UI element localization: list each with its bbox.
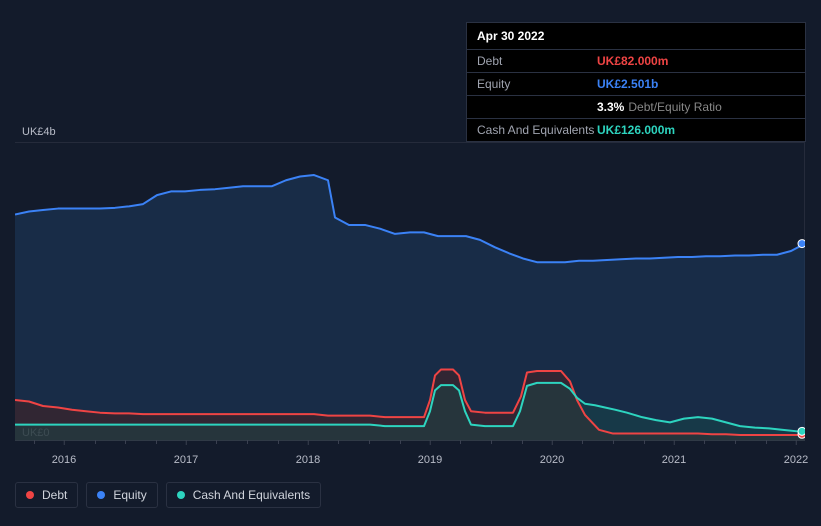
tooltip-label: Cash And Equivalents <box>477 123 597 137</box>
x-axis-tick: 2016 <box>52 454 76 466</box>
x-axis-minor-tick <box>34 440 35 444</box>
x-axis-minor-tick <box>338 440 339 444</box>
x-axis-minor-tick <box>278 440 279 444</box>
x-axis-minor-tick <box>247 440 248 444</box>
tooltip-panel: Apr 30 2022 DebtUK£82.000mEquityUK£2.501… <box>466 22 806 142</box>
tooltip-label <box>477 100 597 114</box>
chart-plot-area <box>15 142 805 440</box>
x-axis-minor-tick <box>400 440 401 444</box>
equity-area <box>15 175 805 441</box>
x-axis-minor-tick <box>156 440 157 444</box>
legend-label: Debt <box>42 488 67 502</box>
tooltip-ratio-label: Debt/Equity Ratio <box>628 100 721 114</box>
legend-item[interactable]: Cash And Equivalents <box>166 482 321 508</box>
equity-marker <box>798 240 805 248</box>
x-axis-minor-tick <box>491 440 492 444</box>
legend-dot <box>97 491 105 499</box>
legend-item[interactable]: Equity <box>86 482 157 508</box>
x-axis-tick: 2017 <box>174 454 198 466</box>
tooltip-value: UK£126.000m <box>597 123 675 137</box>
tooltip-row: DebtUK£82.000m <box>467 50 805 73</box>
chart-svg <box>15 143 805 441</box>
tooltip-row: Cash And EquivalentsUK£126.000m <box>467 119 805 141</box>
x-axis-minor-tick <box>460 440 461 444</box>
tooltip-label: Equity <box>477 77 597 91</box>
x-axis-minor-tick <box>613 440 614 444</box>
x-axis-tick: 2018 <box>296 454 320 466</box>
legend-dot <box>177 491 185 499</box>
x-axis-minor-tick <box>125 440 126 444</box>
legend-item[interactable]: Debt <box>15 482 78 508</box>
x-axis-tick: 2019 <box>418 454 442 466</box>
x-axis-minor-tick <box>369 440 370 444</box>
legend: Debt Equity Cash And Equivalents <box>15 482 321 508</box>
x-axis-minor-tick <box>644 440 645 444</box>
legend-label: Equity <box>113 488 146 502</box>
tooltip-row: 3.3% Debt/Equity Ratio <box>467 96 805 119</box>
tooltip-value: 3.3% <box>597 100 624 114</box>
x-axis-minor-tick <box>95 440 96 444</box>
tooltip-label: Debt <box>477 54 597 68</box>
x-axis-tick: 2020 <box>540 454 564 466</box>
x-axis-minor-tick <box>522 440 523 444</box>
x-axis: 2016 2017 2018 2019 2020 2021 2022 <box>15 440 805 470</box>
x-axis-minor-tick <box>766 440 767 444</box>
tooltip-row: EquityUK£2.501b <box>467 73 805 96</box>
legend-label: Cash And Equivalents <box>193 488 310 502</box>
x-axis-tick: 2022 <box>784 454 808 466</box>
x-axis-minor-tick <box>735 440 736 444</box>
tooltip-value: UK£82.000m <box>597 54 668 68</box>
legend-dot <box>26 491 34 499</box>
tooltip-value: UK£2.501b <box>597 77 658 91</box>
cash-marker <box>798 427 805 435</box>
x-axis-minor-tick <box>704 440 705 444</box>
y-axis-label-top: UK£4b <box>22 126 56 138</box>
x-axis-minor-tick <box>582 440 583 444</box>
tooltip-date: Apr 30 2022 <box>467 23 805 50</box>
x-axis-tick: 2021 <box>662 454 686 466</box>
x-axis-minor-tick <box>216 440 217 444</box>
